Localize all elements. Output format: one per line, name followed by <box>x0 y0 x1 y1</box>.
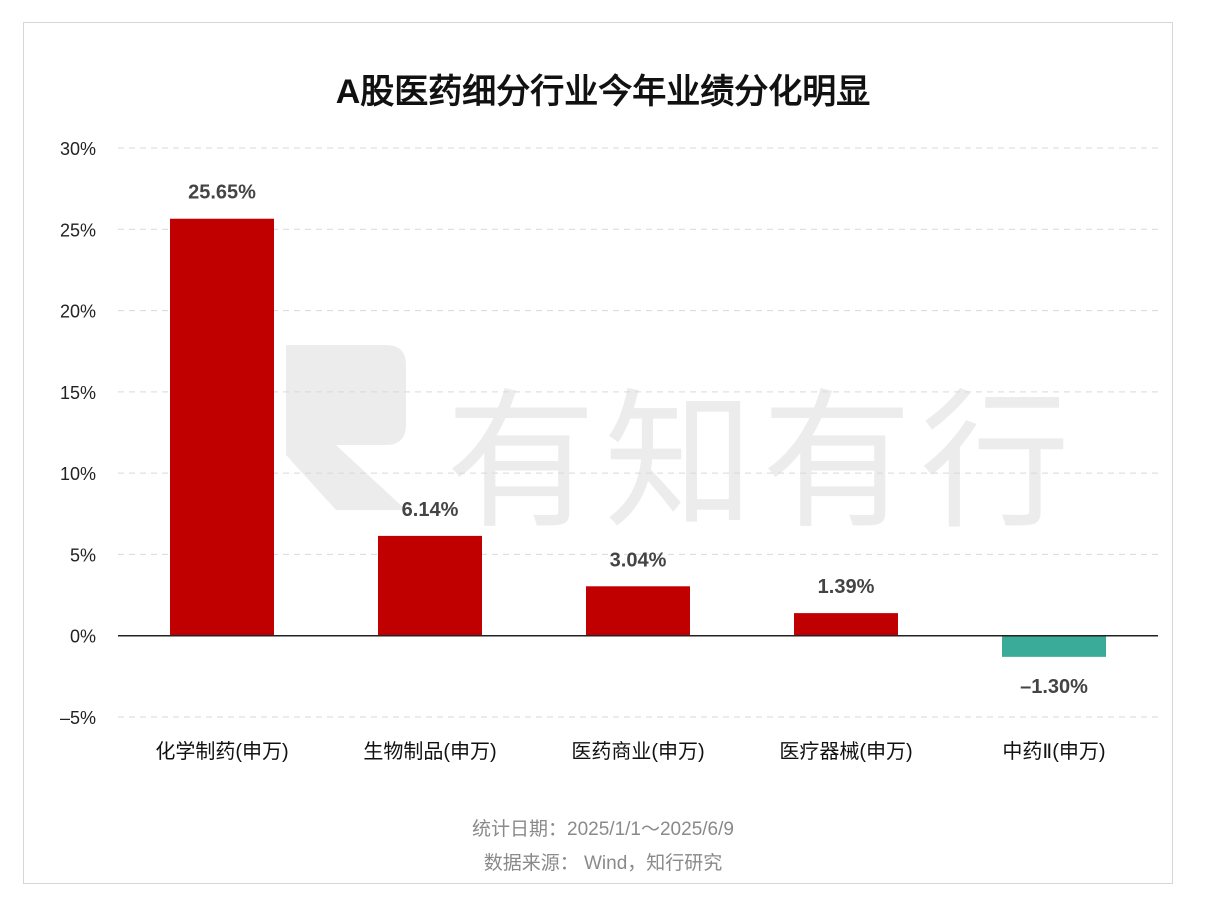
footer-source: 数据来源： Wind，知行研究 <box>483 853 723 874</box>
data-label: 6.14% <box>402 499 459 521</box>
data-label: 3.04% <box>610 549 667 571</box>
bar <box>378 535 482 636</box>
data-label: 25.65% <box>188 182 256 204</box>
y-tick-label: 15% <box>60 383 96 403</box>
footer-date-range: 统计日期：2025/1/1～2025/6/9 <box>472 819 734 840</box>
chart-title: A股医药细分行业今年业绩分化明显 <box>335 73 871 111</box>
y-tick-label: –5% <box>60 708 96 728</box>
y-tick-label: 10% <box>60 464 96 484</box>
y-tick-label: 20% <box>60 302 96 322</box>
x-category-label: 化学制药(申万) <box>155 740 288 763</box>
x-category-label: 生物制品(申万) <box>363 740 496 763</box>
x-category-label: 医疗器械(申万) <box>779 740 912 763</box>
y-tick-label: 25% <box>60 220 96 240</box>
y-tick-label: 5% <box>70 545 96 565</box>
x-category-label: 医药商业(申万) <box>571 740 704 763</box>
watermark: 有知有行 <box>276 335 1070 550</box>
x-category-label: 中药Ⅱ(申万) <box>1002 740 1105 763</box>
bar <box>170 218 274 636</box>
bar <box>586 586 690 636</box>
data-label: –1.30% <box>1020 676 1088 698</box>
y-tick-label: 30% <box>60 139 96 159</box>
y-tick-label: 0% <box>70 627 96 647</box>
watermark-text: 有知有行 <box>446 376 1079 550</box>
bar <box>794 613 898 636</box>
data-label: 1.39% <box>818 576 875 598</box>
bar <box>1002 635 1106 657</box>
watermark-logo-icon <box>286 345 406 510</box>
